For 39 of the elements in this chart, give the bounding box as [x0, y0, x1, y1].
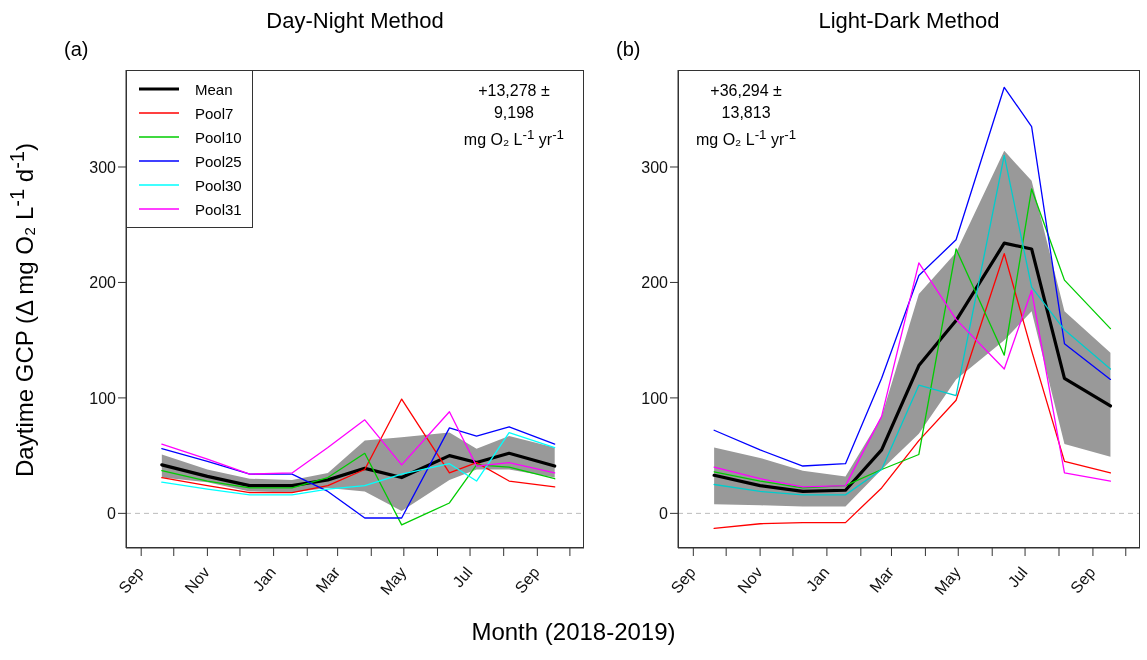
annotation: +36,294 ± 13,813 mg O₂ L$^{-1}$ yr$^{-1}$ — [696, 81, 797, 151]
legend-label: Mean — [195, 80, 233, 98]
y-tick-label: 0 — [107, 505, 117, 523]
x-tick-label: Sep — [511, 563, 543, 597]
x-tick-label: Mar — [866, 563, 898, 596]
y-tick-label: 200 — [89, 274, 117, 292]
text: (a) — [64, 38, 89, 61]
x-tick-label: Sep — [667, 563, 699, 597]
legend-label: Pool7 — [195, 104, 234, 122]
line-series — [161, 398, 556, 494]
chart-title: Light-Dark Method — [817, 8, 1001, 34]
legend-label: Pool31 — [195, 200, 242, 218]
x-tick-label: Nov — [734, 563, 766, 597]
y-tick-label: 200 — [641, 274, 669, 292]
y-tick-label: 100 — [89, 389, 117, 407]
y-tick-label: 0 — [659, 505, 669, 523]
x-tick-label: Nov — [181, 563, 213, 597]
y-tick-label: 300 — [89, 158, 117, 176]
legend-label: Pool10 — [195, 128, 242, 146]
chart-title: Day-Night Method — [265, 8, 445, 34]
x-tick-label: Sep — [115, 563, 147, 597]
x-tick-label: Jan — [249, 563, 280, 595]
legend-label: Pool25 — [195, 152, 242, 170]
y-tick-label: 100 — [641, 389, 669, 407]
x-tick-label: Jul — [449, 563, 476, 591]
y-tick-label: 300 — [641, 158, 669, 176]
line-series — [160, 451, 557, 488]
line-series — [161, 431, 556, 496]
line-series — [161, 452, 556, 526]
x-tick-label: Jan — [802, 563, 833, 595]
text: (b) — [616, 38, 641, 61]
legend-label: Pool30 — [195, 176, 242, 194]
x-tick-label: Sep — [1067, 563, 1099, 597]
line-series — [161, 411, 556, 475]
annotation: +13,278 ± 9,198 mg O₂ L$^{-1}$ yr$^{-1}$ — [463, 81, 564, 151]
line-series — [713, 252, 1112, 530]
x-axis-title: Month (2018-2019) — [470, 618, 677, 646]
x-tick-label: Jul — [1004, 563, 1031, 591]
x-tick-label: Mar — [312, 563, 344, 596]
